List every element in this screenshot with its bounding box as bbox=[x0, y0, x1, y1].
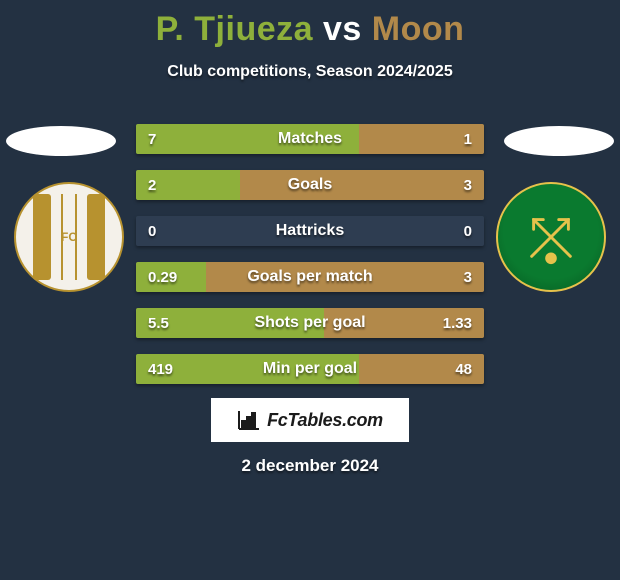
stat-right-value: 3 bbox=[452, 262, 484, 292]
player1-name: P. Tjiueza bbox=[156, 10, 313, 48]
stat-right-value: 48 bbox=[443, 354, 484, 384]
stat-left-value: 0 bbox=[136, 216, 168, 246]
decorative-oval-right bbox=[504, 126, 614, 156]
player2-name: Moon bbox=[372, 10, 465, 48]
subtitle: Club competitions, Season 2024/2025 bbox=[0, 63, 620, 81]
stat-right-value: 3 bbox=[452, 170, 484, 200]
watermark: FcTables.com bbox=[211, 398, 409, 442]
stat-left-value: 7 bbox=[136, 124, 168, 154]
bar-fill-left bbox=[136, 124, 359, 154]
page-title: P. Tjiueza vs Moon bbox=[0, 0, 620, 49]
stat-left-value: 0.29 bbox=[136, 262, 189, 292]
stat-right-value: 0 bbox=[452, 216, 484, 246]
rendered-date: 2 december 2024 bbox=[0, 456, 620, 476]
stat-right-value: 1 bbox=[452, 124, 484, 154]
stat-row: 23Goals bbox=[136, 170, 484, 200]
stats-bar-chart: 71Matches23Goals00Hattricks0.293Goals pe… bbox=[136, 124, 484, 400]
bar-fill-right bbox=[206, 262, 484, 292]
bar-fill-right bbox=[240, 170, 484, 200]
stat-row: 71Matches bbox=[136, 124, 484, 154]
stat-row: 0 0Hattricks bbox=[136, 216, 484, 246]
stat-left-value: 2 bbox=[136, 170, 168, 200]
decorative-oval-left bbox=[6, 126, 116, 156]
team-crest-left: FC bbox=[14, 182, 124, 292]
vs-separator: vs bbox=[323, 10, 362, 48]
stat-row: 5.51.33Shots per goal bbox=[136, 308, 484, 338]
stat-right-value: 1.33 bbox=[431, 308, 484, 338]
watermark-chart-icon bbox=[237, 409, 261, 431]
team-crest-right bbox=[496, 182, 606, 292]
stat-left-value: 419 bbox=[136, 354, 185, 384]
golden-arrows-icon bbox=[522, 208, 580, 266]
stat-left-value: 5.5 bbox=[136, 308, 181, 338]
stat-row: 41948Min per goal bbox=[136, 354, 484, 384]
stat-row: 0.293Goals per match bbox=[136, 262, 484, 292]
watermark-label: FcTables.com bbox=[267, 410, 383, 431]
stat-label: Hattricks bbox=[136, 216, 484, 246]
crest-left-graphic: FC bbox=[33, 194, 105, 280]
